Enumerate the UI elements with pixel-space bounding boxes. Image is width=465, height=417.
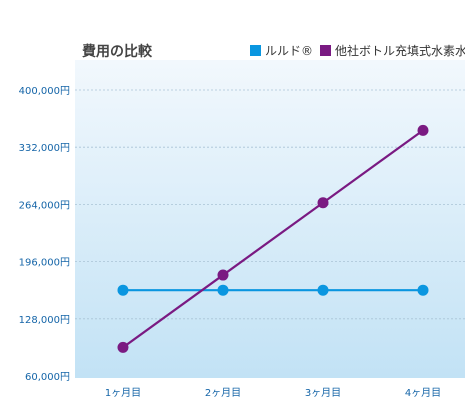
data-point-1-2 [317, 197, 329, 209]
y-axis-ticks: 400,000円 332,000円 264,000円 196,000円 128,000円… [19, 86, 70, 383]
legend-swatch-other [320, 45, 331, 56]
x-tick-label: 1ヶ月目 [105, 387, 141, 399]
data-point-0-1 [217, 284, 229, 296]
x-axis-ticks: 1ヶ月目 2ヶ月目 3ヶ月目 4ヶ月目 [105, 387, 441, 399]
chart-title: 費用の比較 [82, 43, 153, 60]
x-tick-label: 3ヶ月目 [305, 387, 341, 399]
x-tick-label: 2ヶ月目 [205, 387, 241, 399]
y-tick-label: 60,000円 [25, 372, 70, 383]
y-tick-label: 400,000円 [19, 86, 70, 97]
y-tick-label: 264,000円 [19, 200, 70, 211]
data-point-1-1 [217, 269, 229, 281]
y-tick-label: 196,000円 [19, 258, 70, 269]
plot-background [75, 60, 465, 378]
data-point-0-0 [117, 284, 129, 296]
legend-label-lourdes: ルルド® [265, 44, 313, 58]
data-point-1-3 [417, 124, 429, 136]
legend: ルルド® 他社ボトル充填式水素水 [250, 43, 465, 58]
data-point-0-3 [417, 284, 429, 296]
data-point-1-0 [117, 341, 129, 353]
x-tick-label: 4ヶ月目 [405, 387, 441, 399]
legend-swatch-lourdes [250, 45, 261, 56]
y-tick-label: 332,000円 [19, 143, 70, 154]
legend-label-other: 他社ボトル充填式水素水 [335, 43, 465, 58]
y-tick-label: 128,000円 [19, 315, 70, 326]
series-layer [117, 124, 429, 353]
series-line-1 [122, 129, 424, 349]
data-point-0-2 [317, 284, 329, 296]
